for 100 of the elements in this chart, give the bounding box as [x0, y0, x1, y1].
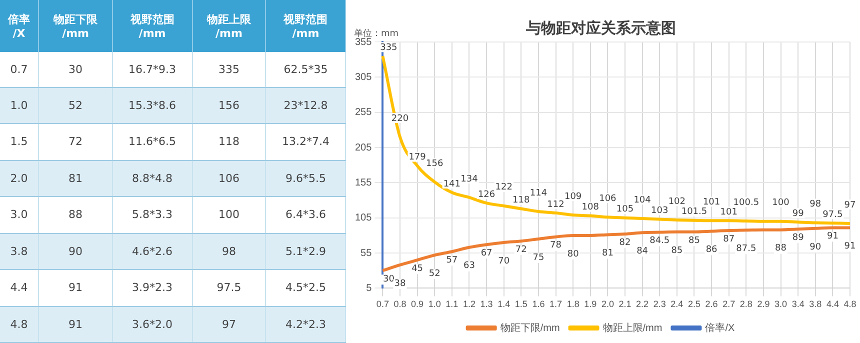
- data-label: 99: [792, 208, 804, 219]
- data-label: 220: [391, 114, 409, 124]
- data-label: 85: [671, 246, 683, 256]
- x-tick-label: 2.1: [618, 299, 632, 310]
- data-label: 179: [408, 152, 426, 163]
- data-label: 141: [443, 179, 461, 190]
- data-label: 81: [602, 248, 614, 259]
- data-label: 63: [464, 261, 475, 272]
- text: 6.4*3.6: [285, 208, 326, 222]
- text: 106: [218, 172, 240, 185]
- data-label: 97: [844, 200, 856, 210]
- text: 11.6*6.5: [128, 135, 176, 148]
- data-label: 75: [532, 252, 544, 263]
- data-label: 101: [720, 208, 738, 218]
- text: 52: [68, 99, 83, 112]
- x-tick-label: 0.7: [376, 299, 389, 310]
- text: 90: [68, 244, 83, 258]
- text: 4.4: [10, 281, 28, 294]
- data-label: 67: [480, 248, 492, 258]
- text: 97.5: [216, 281, 242, 294]
- data-label: 156: [426, 158, 444, 169]
- x-tick-label: 0.8: [394, 299, 406, 310]
- data-label: 102: [668, 196, 686, 207]
- text: 97: [222, 318, 236, 331]
- data-label: 84: [636, 246, 648, 256]
- legend-label: 物距上限/mm: [602, 322, 662, 334]
- category-label: 物距下限/mm: [38, 0, 113, 52]
- data-label: 101: [702, 198, 720, 208]
- x-tick-label: 4.4: [826, 299, 839, 310]
- x-tick-label: 2.9: [757, 299, 770, 310]
- data-label: 45: [412, 264, 424, 274]
- data-label: 87: [723, 234, 735, 244]
- y-tick-label: 155: [354, 177, 372, 188]
- data-label: 109: [564, 192, 582, 202]
- text: 4.6*2.6: [132, 244, 173, 258]
- x-tick-label: 2.8: [740, 299, 752, 310]
- data-label: 87.5: [736, 244, 756, 254]
- data-label: 112: [547, 200, 564, 210]
- x-tick-label: 3.8: [809, 299, 822, 310]
- legend-label: 倍率/X: [705, 322, 735, 334]
- text: 1.0: [10, 99, 28, 112]
- x-tick-label: 1.4: [498, 299, 510, 310]
- x-tick-label: 1.3: [480, 299, 493, 310]
- data-label: 118: [512, 196, 530, 206]
- data-label: 38: [394, 278, 406, 289]
- x-tick-label: 2.2: [636, 299, 649, 310]
- text: 91: [68, 281, 83, 294]
- data-label: 114: [530, 188, 548, 198]
- data-label: 91: [826, 232, 838, 242]
- data-label: 97.5: [822, 210, 843, 220]
- y-tick-label: 355: [354, 36, 372, 48]
- text: 23*12.8: [284, 99, 328, 112]
- text: 4.5*2.5: [285, 281, 326, 294]
- data-label: 85: [688, 236, 700, 246]
- data-label: 100.5: [733, 198, 760, 208]
- x-tick-label: 2.7: [722, 299, 736, 310]
- x-tick-label: 2.5: [688, 299, 700, 310]
- text: 156: [218, 99, 240, 112]
- data-label: 86: [706, 245, 718, 256]
- text: 0.7: [10, 62, 28, 76]
- data-label: 52: [428, 268, 440, 279]
- data-label: 122: [495, 182, 512, 193]
- text: 13.2*7.4: [282, 135, 330, 148]
- data-label: 101.5: [681, 207, 708, 218]
- text: 3.0: [10, 208, 28, 222]
- text: 88: [68, 208, 83, 222]
- text: 72: [68, 135, 83, 148]
- data-label: 104: [634, 195, 652, 206]
- category-label: 视野范围/mm: [112, 0, 192, 52]
- data-label: 100: [772, 198, 790, 208]
- y-tick-label: 5: [366, 282, 372, 294]
- x-tick-label: 1.7: [550, 299, 562, 310]
- data-label: 30: [382, 274, 395, 284]
- y-tick-label: 105: [354, 212, 372, 224]
- text: 98: [222, 244, 236, 258]
- text: 8.8*4.8: [132, 172, 173, 185]
- data-label: 57: [446, 255, 458, 266]
- data-label: 80: [567, 249, 580, 260]
- category-label: 视野范围/mm: [266, 0, 346, 52]
- data-label: 91: [844, 242, 856, 252]
- x-tick-label: 0.9: [411, 299, 424, 310]
- y-axis-title: 单位：mm: [354, 28, 399, 39]
- x-tick-label: 1.1: [446, 299, 458, 310]
- text: 4.8: [10, 318, 28, 331]
- data-label: 106: [599, 194, 617, 204]
- y-tick-label: 305: [354, 72, 372, 83]
- text: 62.5*35: [284, 62, 328, 76]
- x-tick-label: 3.4: [792, 299, 804, 310]
- text: 2.0: [10, 172, 28, 185]
- x-tick-label: 1.0: [428, 299, 441, 310]
- x-tick-label: 2.0: [601, 299, 614, 310]
- category-label: 倍率/X: [0, 0, 39, 52]
- text: 4.2*2.3: [285, 318, 326, 331]
- text: 118: [218, 135, 240, 148]
- x-tick-label: 2.6: [705, 299, 718, 310]
- text: 91: [68, 318, 83, 331]
- y-tick-label: 55: [360, 248, 372, 259]
- chart-title: 与物距对应关系示意图: [525, 18, 676, 37]
- data-label: 108: [582, 202, 600, 213]
- x-tick-label: 2.3: [653, 299, 666, 310]
